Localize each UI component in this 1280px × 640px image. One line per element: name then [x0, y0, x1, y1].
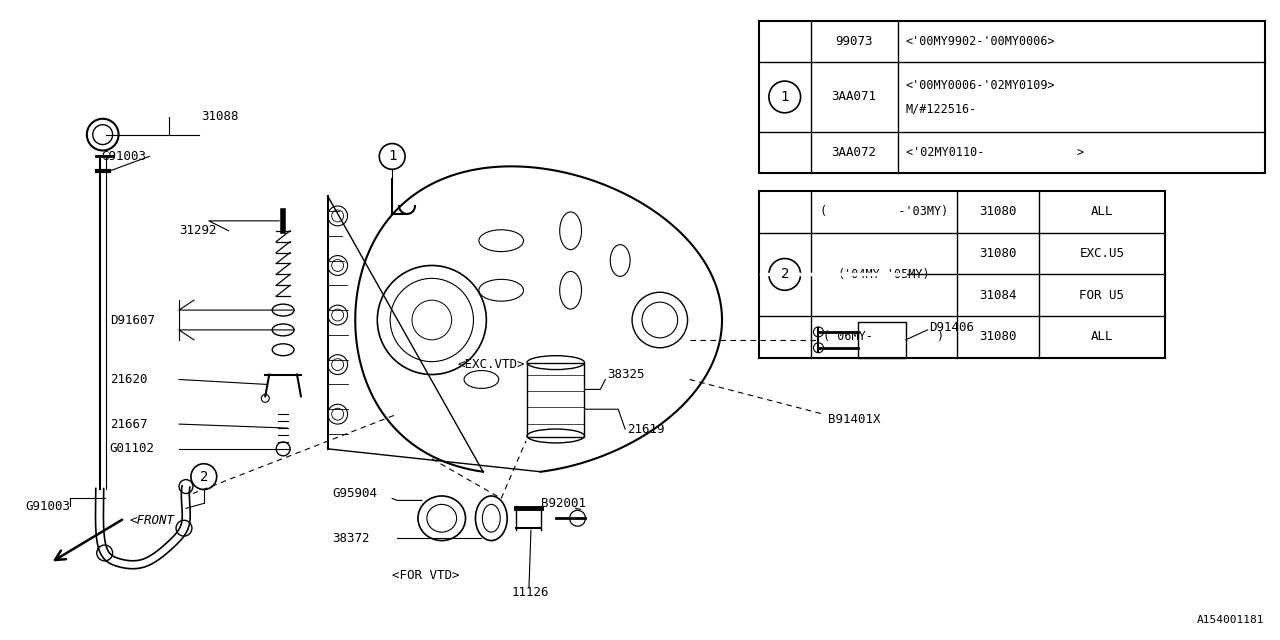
Text: A154001181: A154001181 — [1197, 615, 1265, 625]
Text: D91406: D91406 — [929, 321, 974, 335]
Text: <'02MY0110-             >: <'02MY0110- > — [906, 146, 1084, 159]
Bar — [527, 363, 585, 437]
Text: B92001: B92001 — [541, 497, 586, 510]
Text: 3AA071: 3AA071 — [832, 90, 877, 104]
Text: ('06MY-         ): ('06MY- ) — [823, 330, 945, 343]
Text: M/#122516-: M/#122516- — [906, 102, 977, 115]
Text: 21667: 21667 — [110, 417, 147, 431]
Text: <'00MY9902-'00MY0006>: <'00MY9902-'00MY0006> — [906, 35, 1055, 48]
Text: <FOR VTD>: <FOR VTD> — [392, 569, 460, 582]
Text: 31080: 31080 — [979, 330, 1016, 343]
Bar — [759, 191, 1165, 358]
Text: 21619: 21619 — [627, 422, 664, 436]
Text: 1: 1 — [388, 149, 397, 163]
Text: 2: 2 — [781, 268, 788, 282]
Text: G91003: G91003 — [26, 500, 70, 513]
Text: 99073: 99073 — [836, 35, 873, 48]
Text: G01102: G01102 — [110, 442, 155, 456]
Text: 31292: 31292 — [179, 224, 216, 237]
Text: FOR U5: FOR U5 — [1079, 289, 1124, 301]
Text: D91607: D91607 — [110, 314, 155, 326]
Bar — [760, 273, 906, 275]
Text: ALL: ALL — [1091, 205, 1114, 218]
Text: 31080: 31080 — [979, 205, 1016, 218]
Text: 31084: 31084 — [979, 289, 1016, 301]
Text: G91003: G91003 — [101, 150, 147, 163]
Text: <FRONT: <FRONT — [129, 514, 174, 527]
Text: 1: 1 — [781, 90, 788, 104]
Text: 38372: 38372 — [333, 532, 370, 545]
Text: ALL: ALL — [1091, 330, 1114, 343]
Text: ('04MY-'05MY): ('04MY-'05MY) — [837, 268, 931, 281]
Text: (          -'03MY): ( -'03MY) — [819, 205, 948, 218]
Text: 11126: 11126 — [511, 586, 549, 599]
Text: 38325: 38325 — [607, 368, 645, 381]
Text: 3AA072: 3AA072 — [832, 146, 877, 159]
Text: <EXC.VTD>: <EXC.VTD> — [457, 358, 525, 371]
Text: 21620: 21620 — [110, 373, 147, 386]
Text: <'00MY0006-'02MY0109>: <'00MY0006-'02MY0109> — [906, 79, 1055, 92]
Text: G95904: G95904 — [333, 487, 378, 500]
Text: 31080: 31080 — [979, 247, 1016, 260]
Text: 2: 2 — [200, 470, 209, 484]
Bar — [759, 20, 1265, 173]
Text: EXC.U5: EXC.U5 — [1079, 247, 1124, 260]
Bar — [858, 322, 906, 358]
Text: B91401X: B91401X — [828, 413, 881, 426]
Text: 31088: 31088 — [201, 110, 238, 124]
